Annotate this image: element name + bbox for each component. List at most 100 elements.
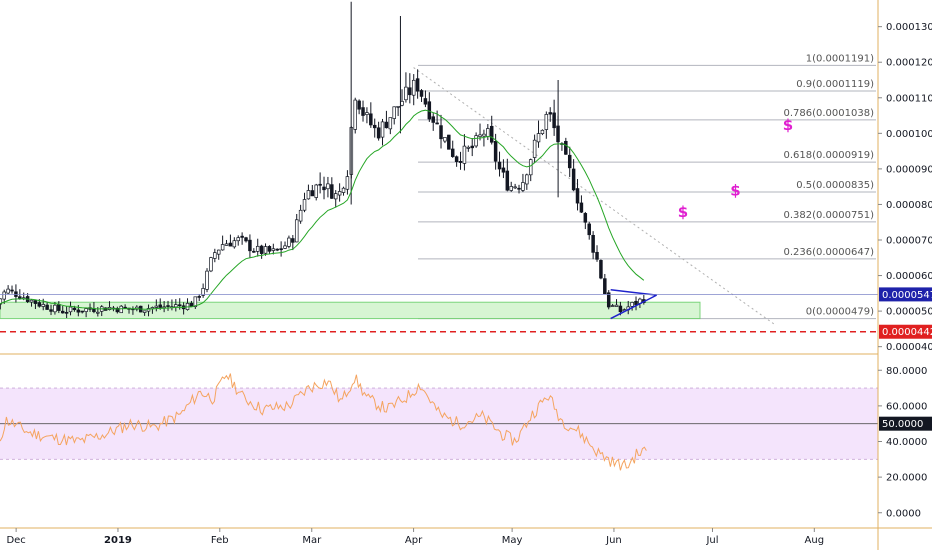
price-pane[interactable]: 1(0.0001191) 0.9(0.0001119) 0.786(0.000103… [0, 1, 878, 333]
candle-body [415, 78, 420, 92]
candle [166, 300, 170, 311]
candle [271, 243, 276, 255]
candle-body [450, 148, 455, 157]
candle-body [501, 167, 506, 173]
candle-body [255, 245, 260, 252]
candle [470, 138, 474, 157]
candle-body [45, 304, 49, 310]
candle-body [271, 248, 276, 251]
candle [517, 184, 521, 194]
candle [275, 248, 279, 252]
candle [267, 245, 272, 255]
candle-body [411, 79, 416, 96]
candle-body [76, 309, 81, 313]
candle-body [174, 304, 178, 308]
candle-body [37, 302, 42, 307]
candle-body [322, 186, 326, 191]
candle-body [197, 296, 201, 298]
candle [33, 299, 38, 310]
fib-level-label: 0.382(0.0000751) [783, 210, 874, 221]
candle-body [220, 244, 225, 251]
candle-body [489, 125, 494, 143]
candle-body [146, 308, 151, 312]
support-price-tag-bg [879, 324, 932, 339]
candle [201, 283, 205, 298]
candle-body [357, 100, 361, 110]
candle-body [376, 127, 381, 139]
candle-body [84, 308, 88, 312]
candle-body [493, 140, 498, 162]
candle-body [439, 125, 443, 140]
rsi-midline-tag: 50.0000 [879, 416, 932, 431]
candle [142, 310, 147, 316]
candle [333, 190, 338, 208]
rsi-midline-tag-text: 50.0000 [882, 419, 923, 430]
candle-body [380, 121, 385, 138]
time-tick-label: Aug [805, 535, 825, 546]
candle-body [337, 191, 342, 196]
dollar-markers: $ $ $ [678, 116, 794, 221]
candle [60, 305, 65, 314]
candle-body [614, 304, 619, 307]
candle [306, 184, 311, 200]
candle-body [154, 305, 159, 308]
candle-body [365, 112, 369, 115]
candle-body [369, 113, 373, 126]
candle-body [310, 190, 315, 197]
candle-body [388, 117, 393, 130]
candle [525, 173, 529, 190]
candle [209, 256, 213, 273]
candle-body [302, 199, 307, 211]
candle [509, 181, 513, 192]
candle-body [6, 288, 10, 294]
fib-level-label: 0.236(0.0000647) [783, 247, 874, 258]
candle-body [372, 124, 377, 129]
candle [376, 121, 381, 141]
candle-body [267, 246, 272, 252]
candle [415, 69, 420, 99]
candle [575, 179, 580, 211]
candle [595, 245, 599, 262]
candle-body [294, 219, 299, 243]
candle-body [333, 193, 338, 200]
candle-body [72, 307, 77, 311]
candle [244, 236, 248, 243]
candle [380, 118, 385, 146]
rsi-pane[interactable] [0, 373, 878, 471]
time-axis[interactable]: Dec 2019 Feb Mar Apr May Jun Jul Aug [6, 528, 824, 546]
candle [353, 97, 357, 134]
candle-body [224, 243, 229, 246]
candle [337, 183, 342, 202]
descending-trendline[interactable] [413, 67, 776, 326]
candle [501, 159, 506, 179]
candle-body [228, 242, 233, 247]
candle-body [571, 168, 576, 191]
candle [2, 289, 6, 304]
fibonacci-retracement[interactable]: 1(0.0001191) 0.9(0.0001119) 0.786(0.000103… [418, 53, 876, 320]
candle-body [326, 183, 330, 190]
candle [224, 239, 229, 246]
candle-body [384, 121, 389, 129]
candle [388, 117, 393, 135]
candle-body [408, 87, 412, 96]
candle-body [80, 310, 84, 313]
candle [579, 195, 584, 214]
candle [84, 307, 88, 318]
candle-body [540, 129, 545, 135]
rsi-axis[interactable]: 80.0000 60.0000 40.0000 20.0000 0.0000 [878, 366, 927, 520]
candle [357, 99, 361, 115]
candle-body [392, 106, 396, 119]
candle-body [486, 128, 490, 137]
candle [458, 151, 463, 170]
time-tick-label: Jun [605, 535, 622, 546]
candle [53, 302, 57, 315]
candle [614, 299, 619, 307]
candle-body [279, 248, 283, 251]
candle [197, 294, 201, 302]
candle-body [119, 305, 123, 314]
